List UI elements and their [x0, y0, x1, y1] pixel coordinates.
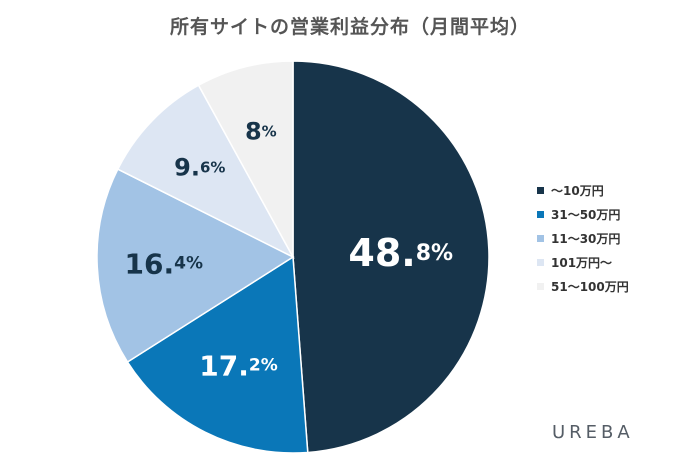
legend-label: 31〜50万円 [551, 207, 621, 222]
slice-label: 17.2% [199, 349, 277, 382]
legend: 〜10万円 31〜50万円 11〜30万円 101万円〜 51〜100万円 [537, 178, 629, 298]
pie-slice [116, 84, 295, 259]
slice-label: 16.4% [125, 247, 203, 280]
legend-swatch [537, 186, 544, 194]
legend-label: 51〜100万円 [551, 279, 629, 294]
slice-label: 8% [245, 118, 277, 146]
pie-slice [292, 60, 490, 454]
legend-item: 51〜100万円 [537, 274, 629, 298]
legend-item: 〜10万円 [537, 178, 629, 202]
slice-label: 48.8% [348, 231, 453, 275]
legend-label: 11〜30万円 [551, 231, 621, 246]
brand-logo: UREBA [552, 422, 634, 443]
pie-slice [197, 60, 294, 258]
pie-slice [96, 168, 295, 364]
legend-swatch [537, 282, 544, 290]
legend-swatch [537, 258, 544, 266]
legend-item: 11〜30万円 [537, 226, 629, 250]
legend-label: 〜10万円 [551, 183, 604, 198]
slice-label: 9.6% [174, 153, 225, 181]
legend-label: 101万円〜 [551, 255, 613, 270]
pie-slice [126, 255, 309, 454]
legend-swatch [537, 234, 544, 242]
chart-title: 所有サイトの営業利益分布（月間平均） [169, 16, 530, 38]
legend-swatch [537, 210, 544, 218]
legend-item: 31〜50万円 [537, 202, 629, 226]
legend-item: 101万円〜 [537, 250, 629, 274]
